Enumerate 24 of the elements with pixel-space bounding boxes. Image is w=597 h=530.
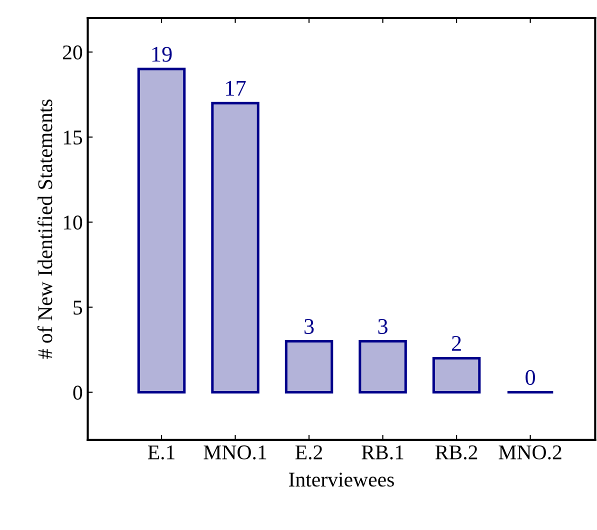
x-tick-label: MNO.1 [204, 445, 266, 460]
x-tick-label: RB.2 [435, 445, 478, 460]
data-label: 0 [526, 370, 536, 385]
y-axis-title: # of New Identified Statements [37, 100, 52, 359]
bar [284, 340, 334, 394]
x-tick-label: MNO.2 [498, 445, 562, 460]
x-tick-label: RB.1 [362, 445, 404, 460]
bar [137, 68, 186, 394]
y-tick-label: 10 [64, 216, 82, 230]
data-label: 3 [304, 319, 314, 334]
bar [358, 340, 407, 394]
bar [211, 102, 260, 394]
y-tick-label: 5 [74, 300, 82, 315]
data-label: 2 [452, 336, 461, 351]
x-tick-label: E.1 [148, 445, 174, 460]
x-tick-label: E.2 [295, 445, 322, 460]
data-label: 3 [378, 319, 388, 334]
y-tick-label: 20 [62, 45, 82, 60]
y-tick-label: 0 [73, 386, 82, 400]
y-tick-label: 15 [64, 130, 82, 145]
bar [432, 356, 481, 394]
x-axis-title: Interviewees [289, 472, 394, 487]
data-label: 17 [226, 80, 246, 96]
data-label: 19 [152, 46, 172, 62]
